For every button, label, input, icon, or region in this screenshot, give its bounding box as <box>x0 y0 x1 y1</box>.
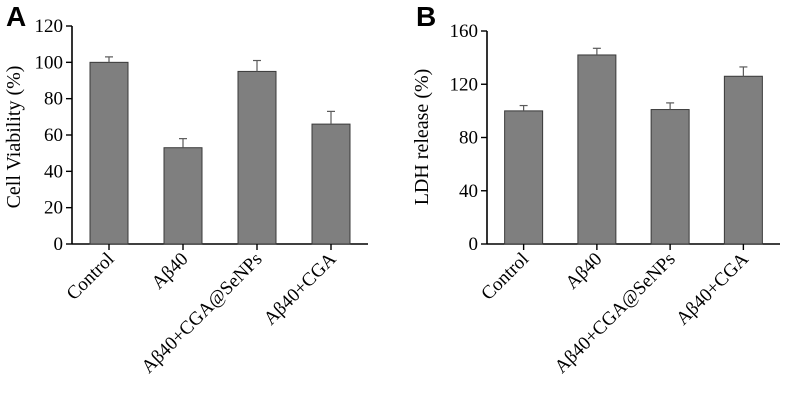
panel-b-category-label: Control <box>477 249 533 305</box>
panel-a-letter: A <box>6 1 26 32</box>
panel-a-bar <box>311 123 351 245</box>
panel-a-y-tick-label: 100 <box>35 52 64 73</box>
panel-b-category-label: Aβ40+CGA <box>672 248 753 329</box>
panel-b-bar <box>577 54 617 245</box>
panel-b-bar <box>504 110 544 245</box>
panel-a-y-tick-label: 40 <box>44 161 63 182</box>
panel-a-category-label: Control <box>63 249 119 305</box>
panel-a-y-tick-label: 120 <box>35 16 64 37</box>
panel-a-bar <box>163 147 203 245</box>
panel-b-marks: 0 40 80 120 160 Control Aβ40Aβ40+CGA@SeNPsAβ40… <box>450 21 780 378</box>
panel-a-y-axis-label: Cell Viability (%) <box>3 66 25 209</box>
panel-a-category-label: Aβ40 <box>148 249 193 294</box>
panel-a-bar <box>89 61 129 245</box>
panel-b-bar <box>650 109 690 245</box>
panel-a-bar <box>237 70 277 245</box>
panel-a-y-tick-label: 20 <box>44 198 63 219</box>
panel-b-category-label: Aβ40 <box>562 249 607 294</box>
panel-b-y-tick-label: 80 <box>459 128 478 149</box>
panel-b-bar <box>723 75 763 245</box>
panel-a-y-tick-label: 60 <box>44 125 63 146</box>
panel-b-letter: B <box>416 1 436 32</box>
panel-b-category-label: Aβ40+CGA@SeNPs <box>551 249 680 378</box>
panel-b-chart: B LDH release (%) 0 40 80 120 160 Control Aβ40… <box>411 1 780 378</box>
panel-a-marks: 0 20 40 60 80 100 120 Control Aβ40Aβ40+CGA@SeNPs… <box>35 16 368 378</box>
panel-b-y-tick-label: 160 <box>450 21 479 42</box>
panel-a-y-tick-label: 0 <box>54 234 64 255</box>
panel-b-y-tick-label: 0 <box>469 234 479 255</box>
panel-b-y-tick-label: 40 <box>459 181 478 202</box>
panel-a-chart: A Cell Viability (%) 0 20 40 60 80 100 120 Cont… <box>3 1 368 378</box>
panel-a-y-tick-label: 80 <box>44 89 63 110</box>
panel-b-y-axis-label: LDH release (%) <box>411 69 433 206</box>
panel-a-category-label: Aβ40+CGA@SeNPs <box>138 249 267 378</box>
panel-b-y-tick-label: 120 <box>450 74 479 95</box>
panel-a-category-label: Aβ40+CGA <box>260 248 341 329</box>
